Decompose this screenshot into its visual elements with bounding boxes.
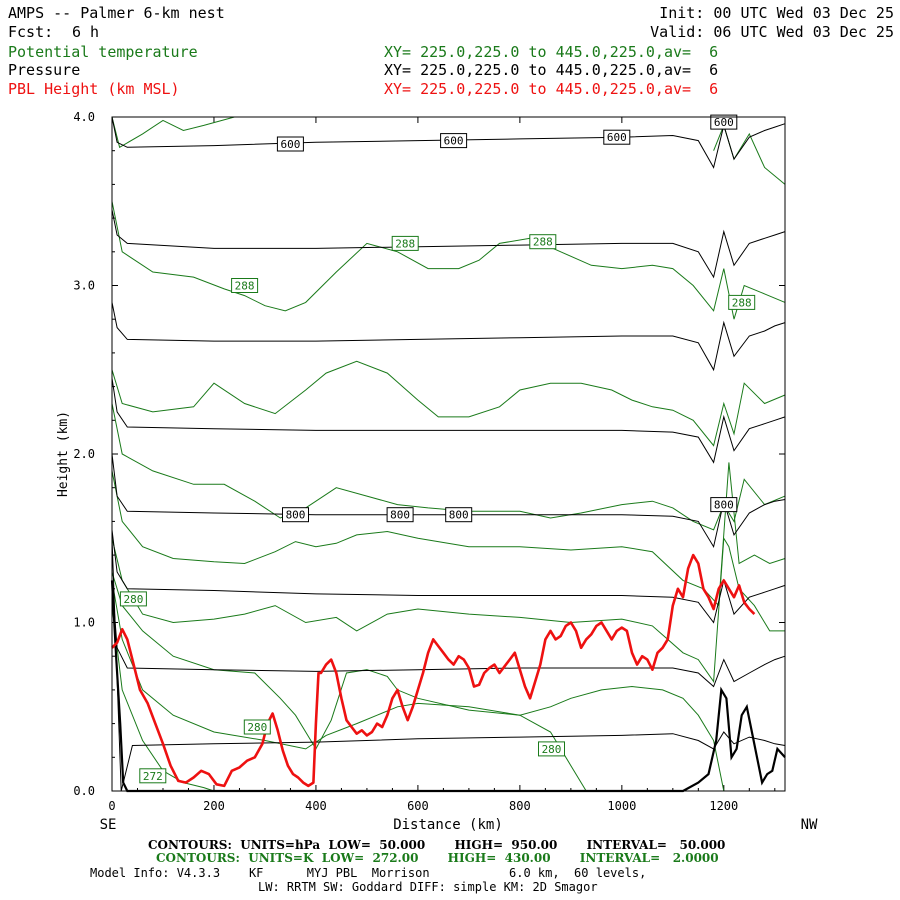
pressure-contour (111, 453, 786, 549)
x-tick-label: 800 (509, 799, 531, 813)
legend-pressure-xy: XY= 225.0,225.0 to 445.0,225.0,av= 6 (384, 61, 719, 79)
pressure-contour (111, 538, 786, 792)
theta-contour (111, 580, 587, 792)
theta-contour-label-box (119, 591, 147, 607)
legend-theta-label: Potential temperature (8, 43, 198, 61)
footer-pressure-contours: CONTOURS: UNITS=hPa LOW= 50.000 HIGH= 95… (148, 838, 726, 852)
pressure-contour (111, 302, 786, 372)
theta-contour-label: 280 (123, 593, 143, 606)
y-tick-label: 2.0 (73, 447, 95, 461)
footer-model-info: Model Info: V4.3.3 KF MYJ PBL Morrison 6… (90, 866, 647, 880)
theta-contour (111, 462, 786, 607)
legend-pressure-label: Pressure (8, 61, 81, 79)
theta-contour-label: 272 (143, 770, 163, 783)
x-tick-label: 400 (305, 799, 327, 813)
init-time: Init: 00 UTC Wed 03 Dec 25 (659, 4, 894, 22)
theta-contour (111, 536, 785, 683)
pressure-contour-label: 800 (714, 499, 734, 512)
y-tick-label: 4.0 (73, 110, 95, 124)
pressure-contour (111, 580, 786, 688)
legend-theta-xy: XY= 225.0,225.0 to 445.0,225.0,av= 6 (384, 43, 719, 61)
contour-labels: 600 600 600 600 800 800 800 800 288 288 288 288 280 2… (119, 114, 756, 784)
x-tick-label: 1000 (607, 799, 636, 813)
legend-pbl-label: PBL Height (km MSL) (8, 80, 180, 98)
chart-title: AMPS -- Palmer 6-km nest (8, 4, 225, 22)
axes-group: 0 200 400 600 800 1000 1200 0.0 1.0 2.0 3.0 4.0 (73, 110, 785, 813)
legend-pbl-xy: XY= 225.0,225.0 to 445.0,225.0,av= 6 (384, 80, 719, 98)
theta-contour (111, 605, 215, 792)
pressure-contour-label-box (276, 136, 304, 152)
pressure-contour-label-box (282, 507, 309, 523)
theta-contour (111, 360, 786, 447)
pressure-contour-label: 800 (390, 509, 410, 522)
pressure-contour-label: 600 (280, 138, 300, 151)
terrain-group (110, 580, 786, 793)
pressure-contours (111, 116, 786, 792)
x-end-label-left: SE (100, 817, 117, 833)
theta-contour-label-box (231, 278, 259, 293)
theta-contour-label-box (391, 235, 419, 251)
pressure-contour (111, 529, 786, 624)
pressure-contour-label: 600 (444, 135, 464, 148)
pressure-contour-label: 800 (286, 509, 306, 522)
pressure-contour (111, 116, 786, 169)
pressure-contour-label: 600 (714, 116, 734, 129)
footer-theta-contours: CONTOURS: UNITS=K LOW= 272.00 HIGH= 430.… (156, 851, 719, 865)
theta-contour-label-box (243, 719, 271, 735)
pressure-contour (111, 378, 786, 464)
plot-frame (111, 116, 786, 792)
pressure-contour-label-box (603, 129, 631, 145)
x-tick-label: 1200 (709, 799, 738, 813)
theta-contour-label: 280 (247, 721, 267, 734)
theta-contour-label-box (139, 768, 167, 784)
y-tick-label: 1.0 (73, 616, 95, 630)
theta-contour-label-box (728, 294, 756, 310)
x-tick-label: 200 (203, 799, 225, 813)
pressure-contour-label: 600 (607, 131, 627, 144)
x-tick-label: 0 (108, 799, 115, 813)
pbl-height-line (111, 553, 756, 788)
theta-contour-label: 288 (395, 237, 415, 250)
theta-contour (111, 201, 786, 320)
theta-contour-label: 288 (533, 236, 553, 249)
footer-physics-info: LW: RRTM SW: Goddard DIFF: simple KM: 2D… (258, 880, 598, 894)
pressure-contour-label-box (710, 497, 738, 513)
x-axis-label: Distance (km) (393, 817, 503, 833)
theta-contour-label: 288 (235, 280, 255, 293)
y-tick-label: 0.0 (73, 784, 95, 798)
theta-contour-label: 280 (542, 743, 562, 756)
theta-contour (111, 116, 235, 149)
forecast-label: Fcst: (8, 23, 54, 41)
theta-contour-label-box (538, 741, 565, 757)
pressure-contour-label-box (445, 507, 473, 523)
y-tick-label: 3.0 (73, 279, 95, 293)
pressure-contour-label: 800 (449, 509, 469, 522)
pbl-group (111, 553, 756, 788)
pressure-contour-label-box (386, 507, 414, 523)
forecast-hour: 6 h (72, 23, 100, 41)
valid-time: Valid: 06 UTC Wed 03 Dec 25 (650, 23, 894, 41)
theta-contour (713, 123, 786, 185)
theta-contour-label: 288 (732, 296, 752, 309)
x-tick-label: 600 (407, 799, 429, 813)
theta-contour (111, 571, 725, 792)
pressure-contour-label-box (440, 133, 468, 149)
theta-contours (111, 116, 786, 792)
terrain-line (110, 580, 786, 793)
pressure-contour-label-box (710, 114, 738, 130)
theta-contour-label-box (529, 234, 557, 250)
y-axis-label: Height (km) (56, 411, 71, 497)
pressure-contour (111, 209, 786, 279)
x-end-label-right: NW (801, 817, 818, 833)
